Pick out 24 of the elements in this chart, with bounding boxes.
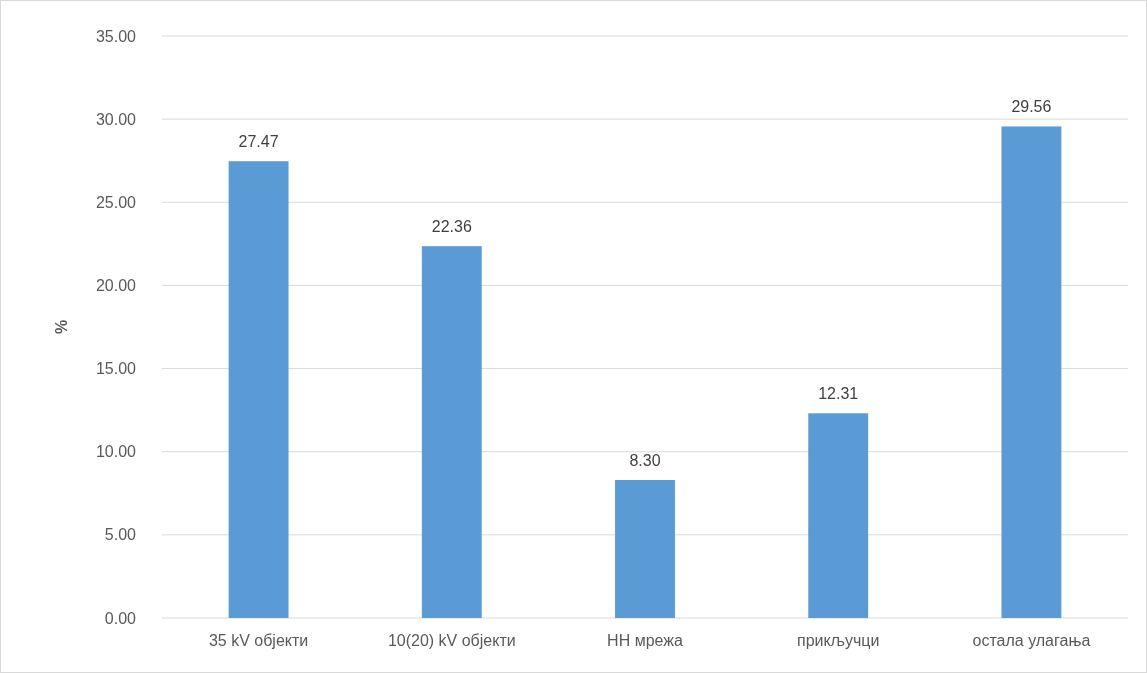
bar xyxy=(421,246,482,618)
x-tick-label: 35 kV објекти xyxy=(208,632,309,649)
bar xyxy=(1001,126,1062,618)
x-tick-label: прикључци xyxy=(796,632,880,649)
data-label: 8.30 xyxy=(629,451,661,469)
data-label: 12.31 xyxy=(818,385,859,403)
y-tick-label: 30.00 xyxy=(95,110,137,128)
y-tick-label: 10.00 xyxy=(95,443,137,461)
bar xyxy=(228,161,289,618)
y-tick-label: 25.00 xyxy=(95,193,137,211)
x-tick-label: 10(20) kV објекти xyxy=(387,632,516,649)
y-axis-title: % xyxy=(53,319,70,335)
y-tick-label: 15.00 xyxy=(95,360,137,378)
data-label: 29.56 xyxy=(1011,98,1052,116)
x-tick-label: остала улагања xyxy=(972,632,1091,649)
y-tick-label: 5.00 xyxy=(104,526,137,544)
bar xyxy=(615,479,675,618)
y-tick-label: 20.00 xyxy=(95,277,137,295)
y-tick-label: 35.00 xyxy=(95,27,137,45)
data-label: 27.47 xyxy=(238,133,279,151)
bar xyxy=(808,413,869,618)
x-tick-label: НН мрежа xyxy=(607,632,683,649)
data-label: 22.36 xyxy=(431,218,472,236)
y-tick-label: 0.00 xyxy=(104,609,137,627)
